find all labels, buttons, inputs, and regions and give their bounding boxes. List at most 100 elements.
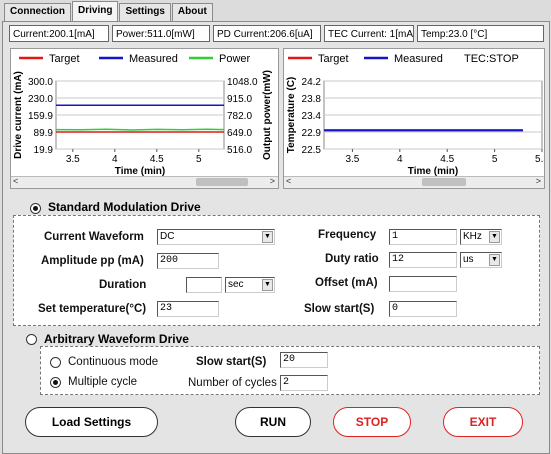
duty-ratio-label: Duty ratio — [325, 253, 379, 265]
temperature-chart: Target Measured TEC:STOP 24.2 23.8 23.4 22.9 22… — [283, 48, 545, 189]
offset-input[interactable] — [389, 276, 457, 292]
x-axis-label: Time (min) — [408, 166, 458, 177]
x-tick-label: 4 — [112, 154, 118, 165]
scroll-right-icon[interactable]: > — [269, 176, 275, 186]
run-button[interactable]: RUN — [235, 407, 311, 437]
status-pd-current: PD Current:206.6[uA] — [213, 25, 321, 42]
scroll-right-icon[interactable]: > — [535, 176, 541, 186]
y-tick-label: 23.4 — [302, 111, 322, 122]
x-tick-label: 5 — [492, 154, 498, 165]
frequency-unit-value: KHz — [463, 231, 482, 242]
current-waveform-value: DC — [160, 231, 175, 242]
chevron-down-icon: ▼ — [489, 231, 500, 243]
y-tick-label: 89.9 — [34, 128, 54, 139]
arbitrary-slow-start-input[interactable]: 20 — [280, 352, 328, 368]
number-of-cycles-input[interactable]: 2 — [280, 375, 328, 391]
arbitrary-drive-radio[interactable] — [26, 334, 37, 345]
tab-driving[interactable]: Driving — [72, 1, 119, 22]
duration-unit-value: sec — [228, 279, 244, 290]
drive-current-chart: Target Measured Power 300.0 230.0 159.9 89.9 19… — [10, 48, 279, 189]
tab-bar: Connection Driving Settings About — [4, 1, 214, 22]
frequency-input[interactable]: 1 — [389, 229, 457, 245]
status-tec-current: TEC Current: 1[mA] — [324, 25, 414, 42]
duty-ratio-input[interactable]: 12 — [389, 252, 457, 268]
x-tick-label: 4.5 — [150, 154, 164, 165]
status-current: Current:200.1[mA] — [9, 25, 109, 42]
y2-tick-label: 782.0 — [227, 111, 252, 122]
x-axis-label: Time (min) — [115, 166, 165, 177]
tab-connection[interactable]: Connection — [4, 3, 71, 21]
y2-tick-label: 915.0 — [227, 94, 252, 105]
scroll-thumb[interactable] — [422, 178, 466, 186]
status-temp: Temp:23.0 [°C] — [417, 25, 544, 42]
multiple-cycle-radio[interactable] — [50, 377, 61, 388]
legend-label: Measured — [129, 53, 178, 65]
y-axis-label: Temperature (C) — [286, 77, 297, 154]
tec-status-text: TEC:STOP — [464, 53, 519, 65]
y2-tick-label: 1048.0 — [227, 77, 258, 88]
y-axis-label: Drive current (mA) — [13, 71, 24, 159]
frequency-unit-select[interactable]: KHz ▼ — [460, 229, 502, 245]
current-waveform-select[interactable]: DC ▼ — [157, 229, 275, 245]
y-tick-label: 24.2 — [302, 77, 322, 88]
slow-start-input[interactable]: 0 — [389, 301, 457, 317]
x-tick-label: 3.5 — [66, 154, 80, 165]
amplitude-label: Amplitude pp (mA) — [41, 255, 144, 267]
scroll-thumb[interactable] — [196, 178, 248, 186]
slow-start-label: Slow start(S) — [304, 303, 375, 315]
y2-tick-label: 649.0 — [227, 128, 252, 139]
y-tick-label: 22.5 — [302, 145, 322, 156]
duration-unit-select[interactable]: sec ▼ — [225, 277, 275, 293]
drive-current-plot: Target Measured Power 300.0 230.0 159.9 89.9 19… — [13, 53, 273, 177]
duration-input[interactable] — [186, 277, 222, 293]
multiple-cycle-label: Multiple cycle — [68, 376, 138, 388]
y-tick-label: 19.9 — [34, 145, 54, 156]
legend-label: Measured — [394, 53, 443, 65]
y2-axis-label: Output power(mW) — [262, 70, 273, 160]
y-tick-label: 159.9 — [28, 111, 53, 122]
status-power: Power:511.0[mW] — [112, 25, 210, 42]
y-tick-label: 22.9 — [302, 128, 322, 139]
standard-drive-title: Standard Modulation Drive — [48, 200, 201, 214]
arbitrary-slow-start-label: Slow start(S) — [196, 356, 267, 368]
set-temperature-label: Set temperature(°C) — [38, 303, 147, 315]
series-line-power — [55, 128, 225, 131]
current-waveform-label: Current Waveform — [44, 231, 144, 243]
chevron-down-icon: ▼ — [262, 279, 273, 291]
standard-drive-radio[interactable] — [30, 203, 41, 214]
temp-chart-scrollbar[interactable]: < > — [284, 176, 544, 188]
x-tick-label: 3.5 — [345, 154, 359, 165]
load-settings-button[interactable]: Load Settings — [25, 407, 158, 437]
temperature-plot: Target Measured TEC:STOP 24.2 23.8 23.4 22.9 22… — [286, 53, 544, 177]
duty-ratio-unit-value: us — [463, 254, 474, 265]
duration-label: Duration — [99, 279, 147, 291]
arbitrary-drive-title: Arbitrary Waveform Drive — [44, 332, 189, 346]
offset-label: Offset (mA) — [315, 277, 378, 289]
scroll-left-icon[interactable]: < — [286, 176, 292, 186]
legend-label: Power — [219, 53, 251, 65]
x-tick-label: 4.5 — [440, 154, 454, 165]
duty-ratio-unit-select[interactable]: us ▼ — [460, 252, 502, 268]
exit-button[interactable]: EXIT — [443, 407, 523, 437]
x-tick-label: 5 — [196, 154, 202, 165]
number-of-cycles-label: Number of cycles — [188, 377, 277, 389]
scroll-left-icon[interactable]: < — [13, 176, 19, 186]
x-tick-label: 4 — [397, 154, 403, 165]
frequency-label: Frequency — [318, 229, 377, 241]
legend-label: Target — [318, 53, 349, 65]
y-tick-label: 300.0 — [28, 77, 53, 88]
tab-about[interactable]: About — [171, 3, 213, 21]
y-tick-label: 23.8 — [302, 94, 322, 105]
y-tick-label: 230.0 — [28, 94, 53, 105]
set-temperature-input[interactable]: 23 — [157, 301, 219, 317]
chevron-down-icon: ▼ — [489, 254, 500, 266]
amplitude-input[interactable]: 200 — [157, 253, 219, 269]
tab-settings[interactable]: Settings — [119, 3, 171, 21]
continuous-mode-radio[interactable] — [50, 357, 61, 368]
stop-button[interactable]: STOP — [333, 407, 411, 437]
chevron-down-icon: ▼ — [262, 231, 273, 243]
legend-label: Target — [49, 53, 80, 65]
drive-chart-scrollbar[interactable]: < > — [11, 176, 278, 188]
continuous-mode-label: Continuous mode — [68, 356, 159, 368]
y2-tick-label: 516.0 — [227, 145, 252, 156]
